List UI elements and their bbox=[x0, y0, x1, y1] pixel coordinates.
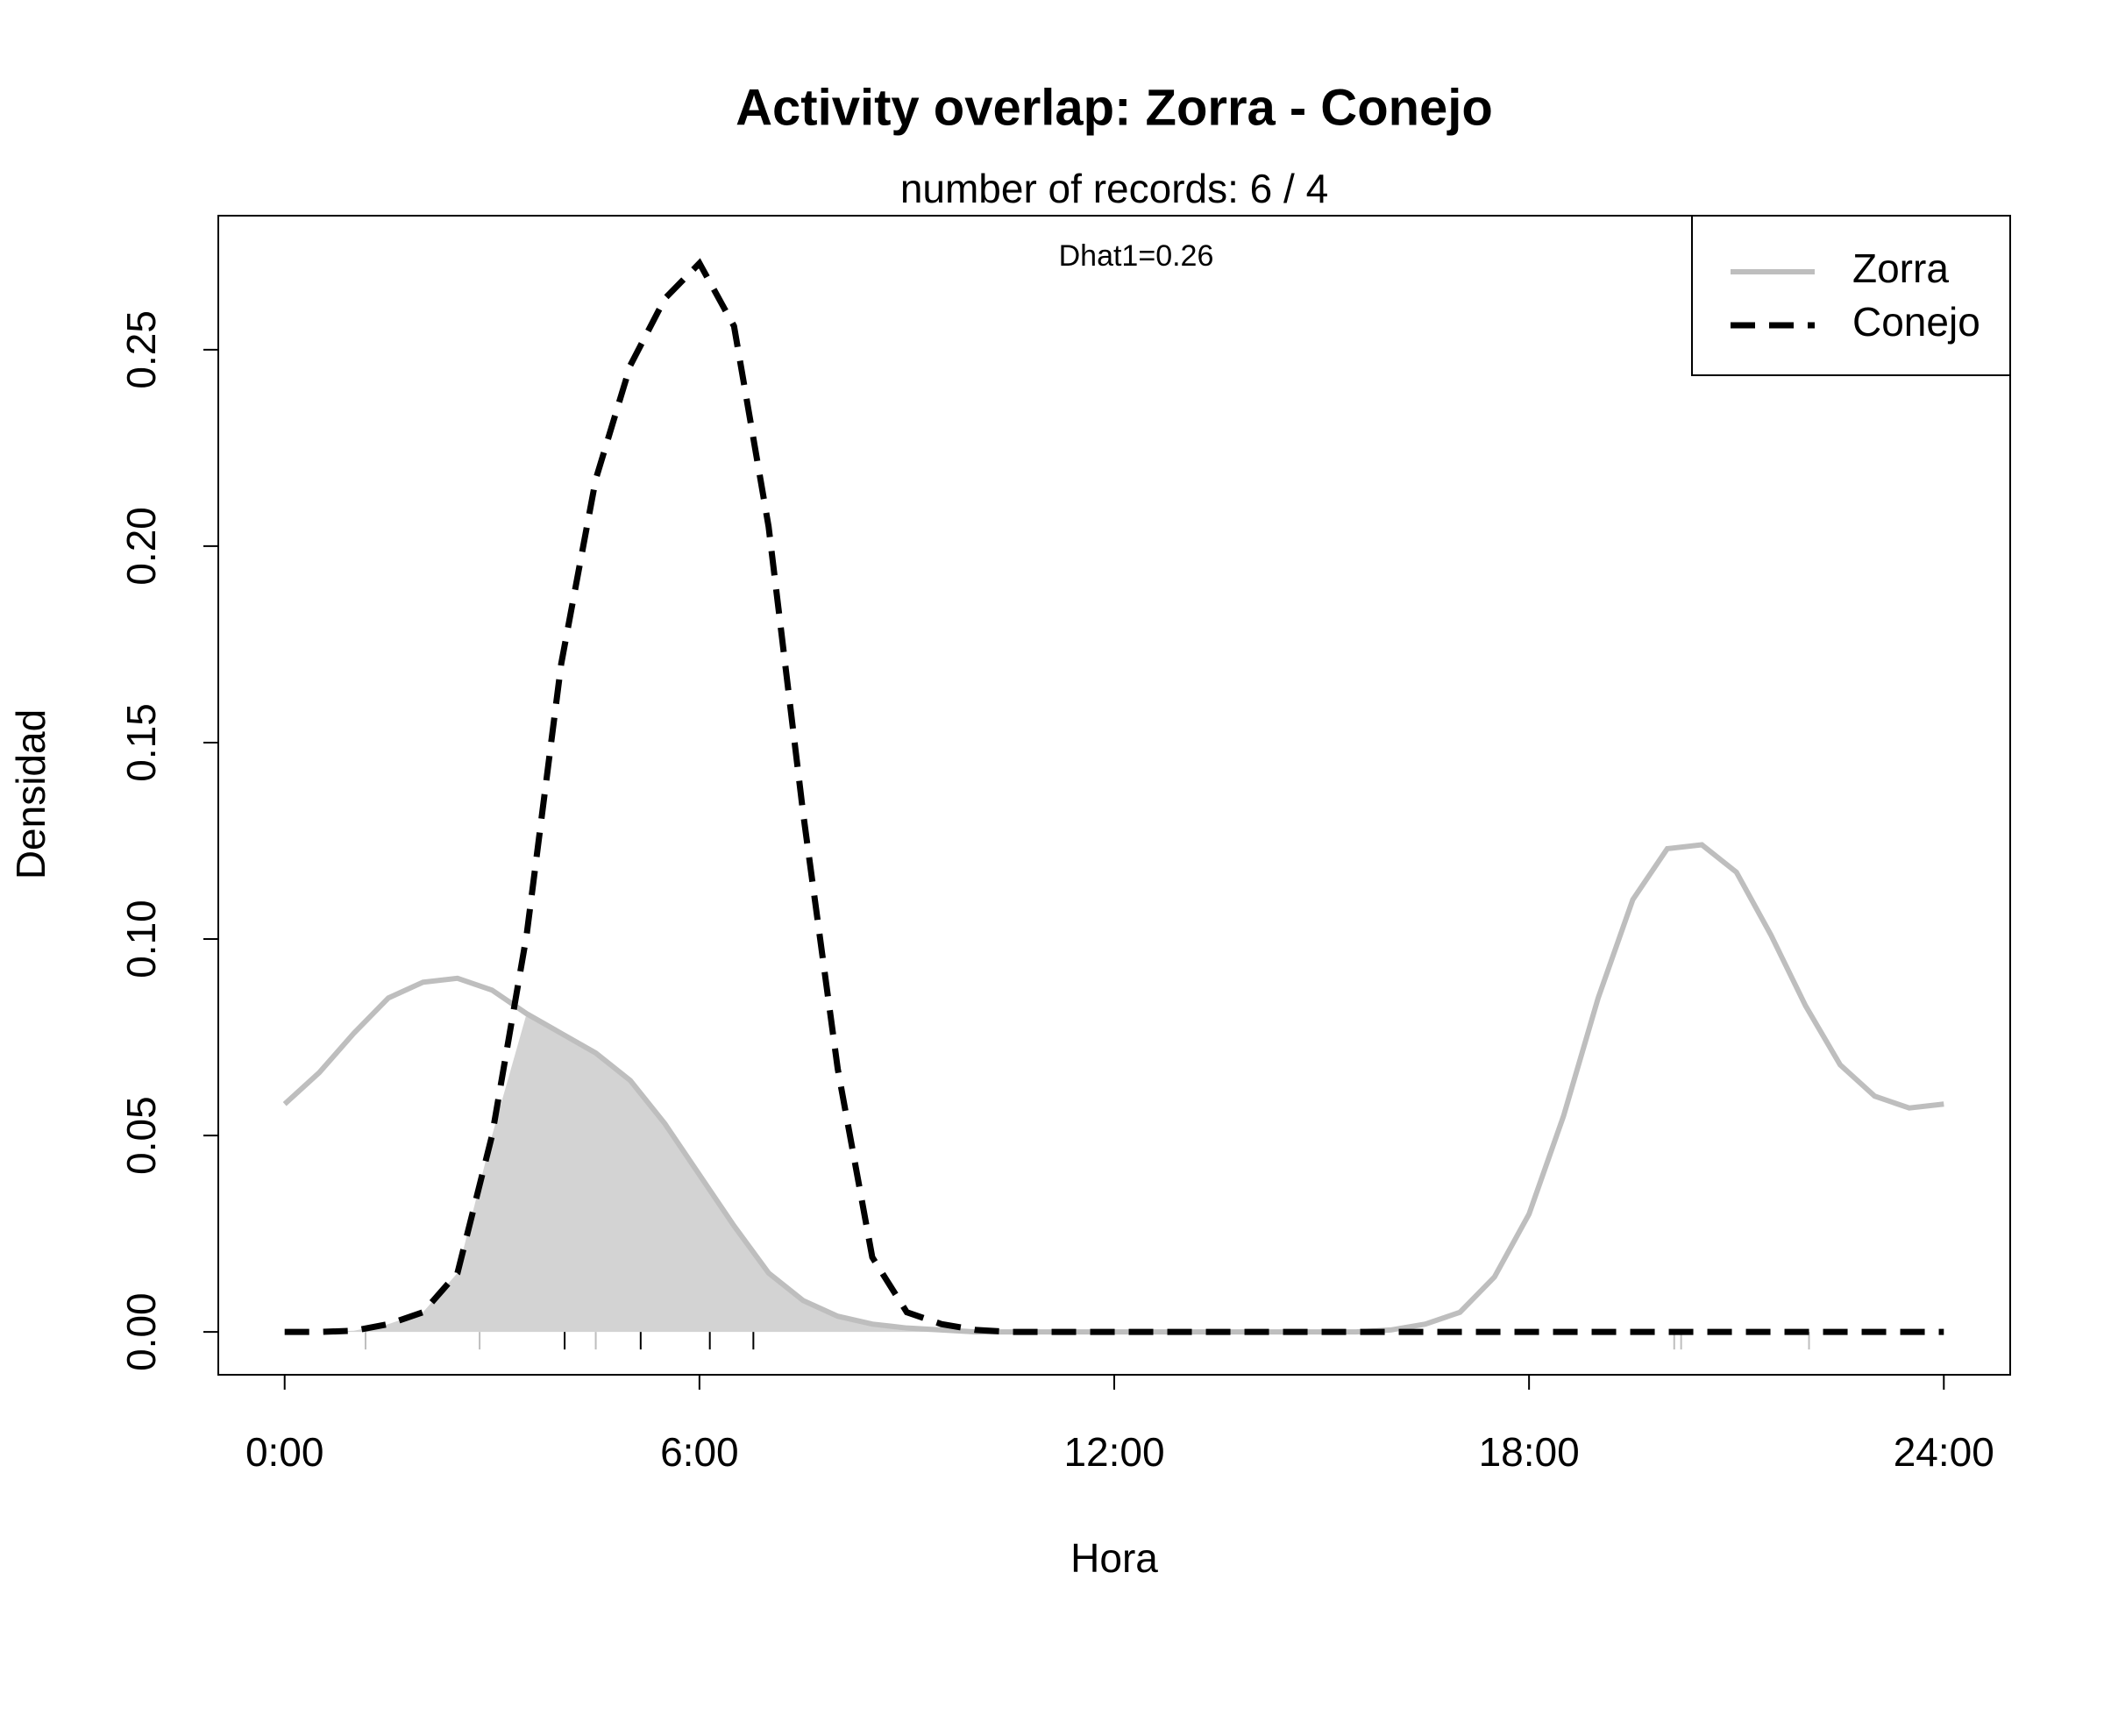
overlap-area bbox=[284, 1014, 1944, 1333]
annotation: Dhat1=0.26 bbox=[1059, 239, 1214, 273]
legend-label: Zorra bbox=[1852, 245, 1949, 291]
y-tick-label: 0.25 bbox=[118, 310, 164, 389]
y-tick-label: 0.05 bbox=[118, 1096, 164, 1175]
x-tick-label: 0:00 bbox=[245, 1429, 324, 1475]
x-tick-label: 6:00 bbox=[660, 1429, 739, 1475]
x-axis-label: Hora bbox=[1070, 1535, 1158, 1581]
y-tick-label: 0.20 bbox=[118, 507, 164, 586]
legend-label: Conejo bbox=[1852, 299, 1980, 345]
y-tick-label: 0.15 bbox=[118, 703, 164, 782]
y-axis-label: Densidad bbox=[8, 709, 53, 879]
chart-title: Activity overlap: Zorra - Conejo bbox=[736, 79, 1493, 136]
y-tick-label: 0.00 bbox=[118, 1292, 164, 1371]
series-line bbox=[284, 258, 1944, 1335]
x-tick-label: 24:00 bbox=[1894, 1429, 1994, 1475]
x-tick-label: 18:00 bbox=[1479, 1429, 1580, 1475]
y-tick-label: 0.10 bbox=[118, 900, 164, 978]
legend-box bbox=[1691, 215, 2011, 376]
x-tick-label: 12:00 bbox=[1063, 1429, 1164, 1475]
chart-subtitle: number of records: 6 / 4 bbox=[900, 166, 1328, 211]
